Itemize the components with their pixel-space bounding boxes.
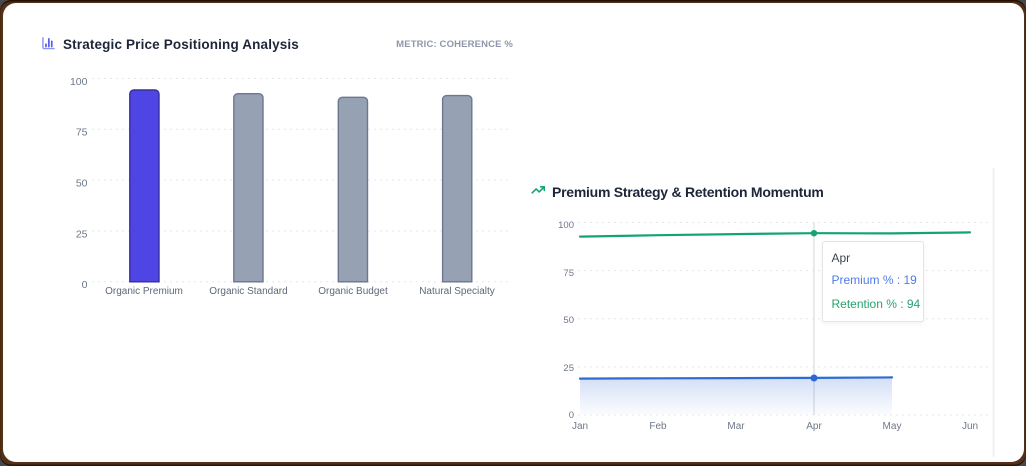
- svg-text:25: 25: [563, 363, 574, 374]
- svg-text:Organic Standard: Organic Standard: [209, 286, 287, 297]
- svg-text:Feb: Feb: [649, 421, 667, 432]
- svg-text:Organic Budget: Organic Budget: [318, 286, 388, 297]
- svg-text:Organic Premium: Organic Premium: [105, 286, 183, 297]
- svg-text:0: 0: [569, 410, 574, 421]
- svg-text:100: 100: [70, 76, 88, 88]
- svg-text:100: 100: [558, 220, 574, 231]
- svg-text:Mar: Mar: [727, 421, 745, 432]
- svg-text:25: 25: [76, 228, 88, 240]
- svg-text:50: 50: [563, 315, 574, 326]
- svg-text:Natural Specialty: Natural Specialty: [419, 286, 495, 297]
- svg-text:75: 75: [76, 127, 88, 139]
- svg-text:Jan: Jan: [572, 421, 588, 432]
- svg-text:0: 0: [82, 279, 88, 291]
- svg-text:May: May: [883, 421, 902, 432]
- svg-text:Jun: Jun: [962, 421, 978, 432]
- svg-text:75: 75: [563, 268, 574, 279]
- svg-text:Apr: Apr: [806, 421, 822, 432]
- svg-text:50: 50: [76, 177, 88, 189]
